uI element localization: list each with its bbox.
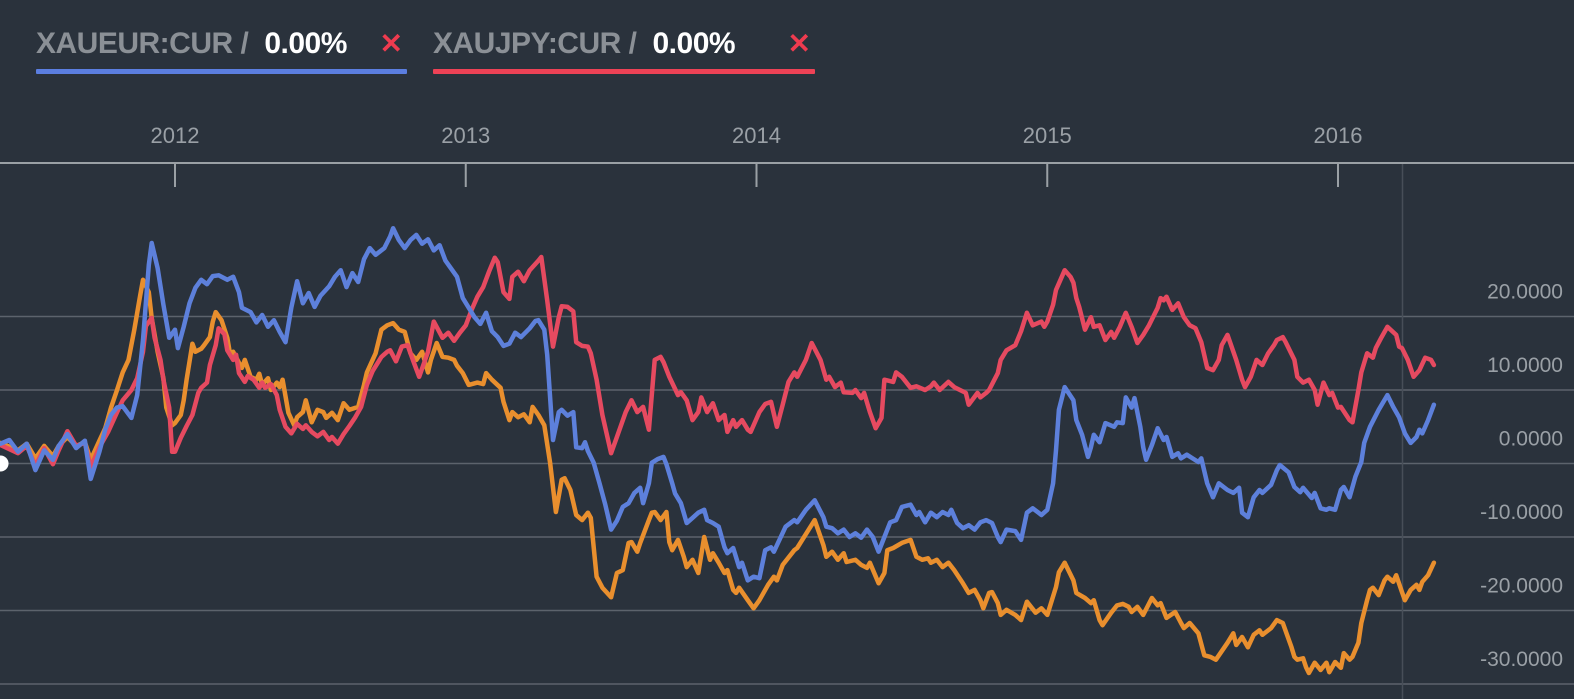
ticker-label: XAUEUR:CUR / bbox=[36, 27, 249, 60]
close-icon[interactable]: ✕ bbox=[379, 28, 403, 59]
legend-item-xaueur[interactable]: XAUEUR:CUR / 0.00% ✕ bbox=[36, 24, 407, 74]
legend-bar: XAUEUR:CUR / 0.00% ✕ XAUJPY:CUR / 0.00% … bbox=[0, 0, 1574, 80]
svg-text:10.0000: 10.0000 bbox=[1487, 354, 1563, 377]
ticker-change-value: 0.00% bbox=[264, 27, 347, 60]
svg-text:2014: 2014 bbox=[732, 123, 781, 148]
close-icon[interactable]: ✕ bbox=[787, 28, 811, 59]
svg-text:-20.0000: -20.0000 bbox=[1480, 575, 1563, 598]
svg-text:2015: 2015 bbox=[1023, 123, 1072, 148]
svg-text:2012: 2012 bbox=[151, 123, 200, 148]
svg-text:20.0000: 20.0000 bbox=[1487, 281, 1563, 304]
svg-text:2013: 2013 bbox=[441, 123, 490, 148]
svg-text:2016: 2016 bbox=[1314, 123, 1363, 148]
svg-text:-10.0000: -10.0000 bbox=[1480, 501, 1563, 524]
series-color-underline bbox=[36, 69, 407, 74]
series-color-underline bbox=[433, 69, 815, 74]
svg-text:0.0000: 0.0000 bbox=[1499, 428, 1563, 451]
svg-text:-30.0000: -30.0000 bbox=[1480, 648, 1563, 671]
ticker-label: XAUJPY:CUR / bbox=[433, 27, 637, 60]
legend-item-xaujpy[interactable]: XAUJPY:CUR / 0.00% ✕ bbox=[433, 24, 815, 74]
ticker-change-value: 0.00% bbox=[652, 27, 736, 60]
